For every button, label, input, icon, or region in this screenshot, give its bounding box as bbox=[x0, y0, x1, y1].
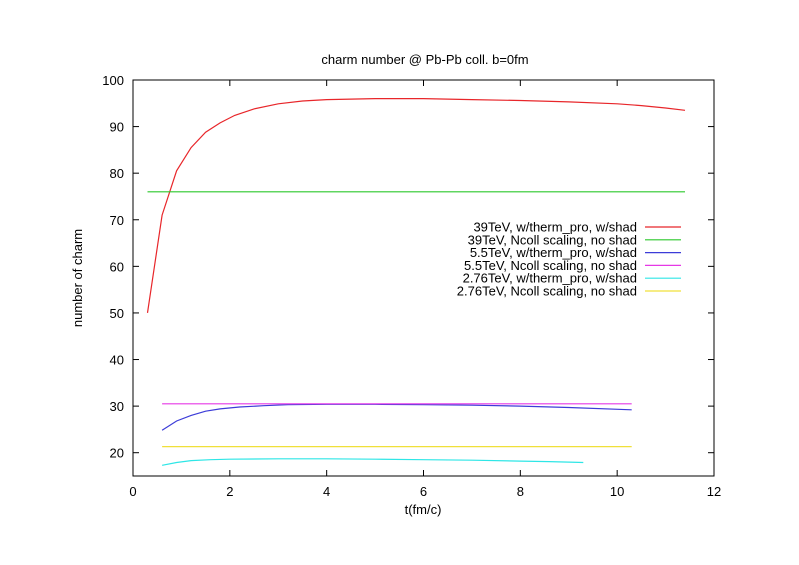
y-tick-label: 20 bbox=[110, 446, 124, 461]
legend-label: 39TeV, w/therm_pro, w/shad bbox=[473, 220, 637, 235]
y-tick-label: 100 bbox=[102, 73, 124, 88]
axis-ticks: 0 2 4 6 8 10 12 20 30 40 50 60 70 80 90 100 bbox=[102, 73, 721, 499]
chart-title: charm number @ Pb-Pb coll. b=0fm bbox=[321, 52, 528, 67]
y-tick-label: 30 bbox=[110, 399, 124, 414]
legend-label: 2.76TeV, Ncoll scaling, no shad bbox=[457, 284, 637, 299]
x-tick-label: 2 bbox=[226, 484, 233, 499]
series-line bbox=[161, 403, 632, 431]
x-tick-label: 6 bbox=[420, 484, 427, 499]
x-tick-label: 12 bbox=[707, 484, 721, 499]
x-tick-label: 8 bbox=[517, 484, 524, 499]
y-axis-label: number of charm bbox=[70, 229, 85, 327]
x-axis-label: t(fm/c) bbox=[405, 502, 442, 517]
x-tick-label: 4 bbox=[323, 484, 330, 499]
legend-label: 39TeV, Ncoll scaling, no shad bbox=[468, 232, 637, 247]
y-tick-label: 50 bbox=[110, 306, 124, 321]
legend-label: 5.5TeV, Ncoll scaling, no shad bbox=[464, 258, 637, 273]
legend-label: 2.76TeV, w/therm_pro, w/shad bbox=[463, 271, 637, 286]
series-line bbox=[161, 458, 584, 466]
x-tick-label: 10 bbox=[610, 484, 624, 499]
y-tick-label: 40 bbox=[110, 353, 124, 368]
series-layer bbox=[146, 97, 686, 466]
y-tick-label: 60 bbox=[110, 259, 124, 274]
y-tick-label: 80 bbox=[110, 166, 124, 181]
series-line bbox=[146, 97, 686, 313]
legend-label: 5.5TeV, w/therm_pro, w/shad bbox=[470, 245, 637, 260]
x-tick-label: 0 bbox=[129, 484, 136, 499]
y-tick-label: 70 bbox=[110, 213, 124, 228]
y-tick-label: 90 bbox=[110, 120, 124, 135]
